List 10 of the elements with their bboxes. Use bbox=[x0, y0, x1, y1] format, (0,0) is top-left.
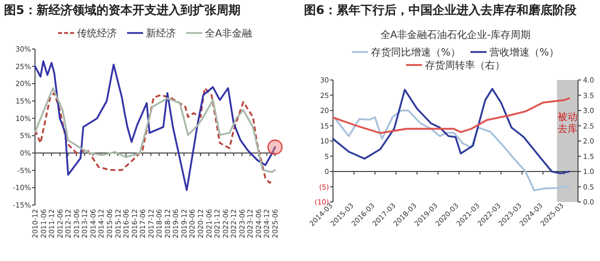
band-label: 被动去库 bbox=[558, 111, 578, 135]
legend-label: 新经济 bbox=[146, 28, 176, 40]
legend-label: 营收增速（%） bbox=[490, 46, 560, 58]
chart-subtitle: 全A非金融石油石化企业-库存周期 bbox=[380, 29, 531, 41]
chart-title: 图6：累年下行后，中国企业进入去库存和磨底阶段 bbox=[304, 3, 578, 17]
legend-label: 存货同比增速（%） bbox=[370, 46, 460, 58]
legend-label: 存货周转率（右） bbox=[425, 60, 505, 72]
legend-label: 传统经济 bbox=[77, 28, 118, 40]
legend-label: 全A非金融 bbox=[205, 28, 252, 40]
chart-title: 图5：新经济领域的资本开支进入到扩张周期 bbox=[4, 3, 240, 17]
